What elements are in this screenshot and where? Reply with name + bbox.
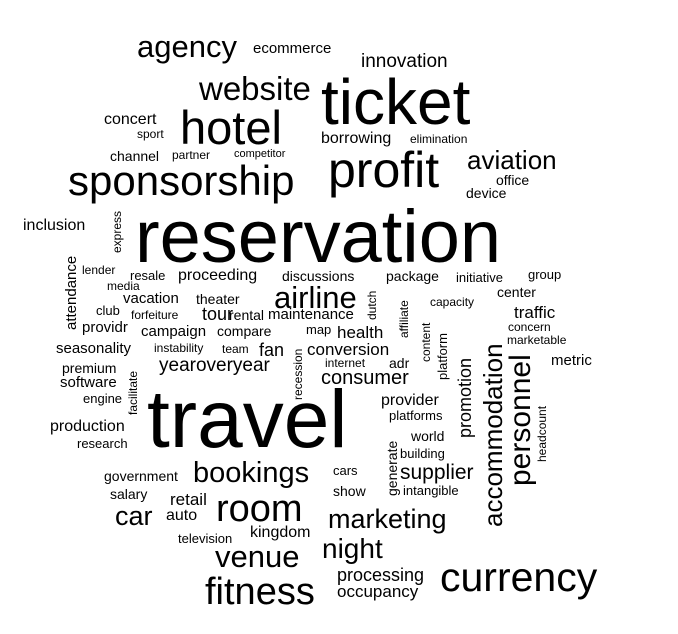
word-lender: lender [82,263,116,277]
word-elimination: elimination [410,132,468,146]
word-club: club [96,303,120,318]
word-software: software [60,374,117,391]
word-innovation: innovation [361,51,448,72]
word-production: production [50,418,125,435]
word-media: media [107,279,140,293]
word-dutch: dutch [365,290,379,320]
word-cars: cars [333,463,358,478]
word-seasonality: seasonality [56,340,132,357]
word-provider: provider [381,392,439,409]
word-promotion: promotion [455,357,475,438]
word-intangible: intangible [403,483,459,498]
word-affiliate: affiliate [397,300,411,338]
word-marketing: marketing [328,504,447,534]
word-yearoveryear: yearoveryear [159,355,270,376]
word-adr: adr [389,355,410,371]
word-express: express [110,210,124,253]
word-fitness: fitness [205,571,315,613]
word-conversion: conversion [307,340,390,359]
word-inclusion: inclusion [23,217,86,234]
word-capacity: capacity [430,295,475,309]
word-platform: platform [435,333,450,380]
word-ticket: ticket [321,66,471,138]
word-platforms: platforms [389,408,443,423]
word-proceeding: proceeding [178,267,258,284]
word-personnel: personnel [504,354,537,486]
word-occupancy: occupancy [337,582,419,601]
word-borrowing: borrowing [321,130,392,147]
word-kingdom: kingdom [250,524,311,541]
word-salary: salary [110,486,148,502]
word-competitor: competitor [234,148,286,160]
word-initiative: initiative [456,270,503,285]
word-ecommerce: ecommerce [253,40,332,57]
word-agency: agency [137,29,237,64]
word-health: health [337,323,384,342]
word-building: building [400,446,445,461]
word-reservation: reservation [135,195,502,278]
word-profit: profit [328,142,440,198]
word-travel: travel [147,374,348,465]
word-generate: generate [384,440,400,496]
word-resale: resale [130,268,166,283]
word-auto: auto [166,507,198,524]
word-research: research [77,436,128,451]
word-vacation: vacation [123,290,179,307]
word-compare: compare [217,323,272,339]
word-retail: retail [170,490,207,509]
word-attendance: attendance [63,255,80,330]
word-premium: premium [62,360,117,376]
word-instability: instability [154,341,204,355]
word-campaign: campaign [141,323,207,340]
word-supplier: supplier [400,461,474,484]
word-theater: theater [196,291,240,307]
word-processing: processing [337,565,425,585]
word-traffic: traffic [514,303,556,322]
word-channel: channel [110,148,160,164]
word-airline: airline [274,280,357,315]
word-engine: engine [83,391,123,406]
word-television: television [178,531,233,546]
word-sport: sport [137,127,164,141]
word-headcount: headcount [535,405,549,462]
word-aviation: aviation [467,145,557,175]
word-concern: concern [508,320,551,334]
word-sponsorship: sponsorship [68,157,295,204]
word-partner: partner [172,148,211,162]
word-office: office [496,172,530,188]
word-room: room [216,488,303,530]
word-center: center [497,284,536,300]
word-fan: fan [259,340,285,360]
word-car: car [115,501,153,531]
word-metric: metric [551,352,592,369]
word-night: night [322,533,383,564]
word-show: show [333,483,366,499]
word-forfeiture: forfeiture [131,308,179,322]
word-team: team [222,342,249,356]
word-group: group [528,267,562,282]
word-facilitate: facilitate [126,370,140,415]
word-government: government [104,468,178,484]
word-currency: currency [440,554,598,600]
word-consumer: consumer [321,367,409,389]
word-marketable: marketable [507,333,567,347]
word-device: device [466,185,507,201]
word-bookings: bookings [193,457,310,489]
word-world: world [411,428,445,444]
word-content: content [419,322,433,362]
word-accommodation: accommodation [478,343,508,527]
word-rental: rental [229,307,265,323]
word-venue: venue [215,539,300,574]
word-package: package [386,268,439,284]
word-internet: internet [325,356,366,370]
word-maintenance: maintenance [268,306,354,323]
word-hotel: hotel [180,101,282,154]
word-concert: concert [104,111,157,128]
word-providr: providr [82,319,128,336]
word-website: website [199,70,311,107]
word-map: map [306,322,332,337]
word-discussions: discussions [282,268,355,284]
word-tour: tour [202,304,234,324]
